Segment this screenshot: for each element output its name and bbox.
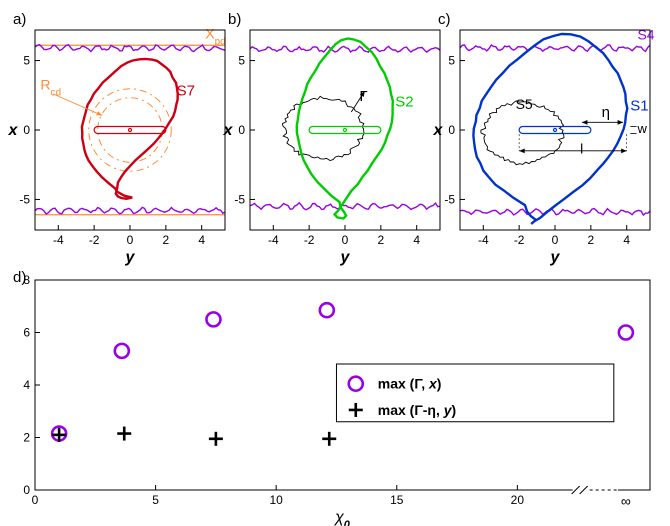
s5-label: S5	[516, 96, 533, 112]
axis-label-y: y	[550, 249, 561, 266]
tick-label: 2	[163, 233, 170, 247]
tick-label: 0	[342, 233, 349, 247]
s4-label: S4	[637, 27, 654, 43]
tick-label: -2	[304, 233, 315, 247]
tick-label: 15	[390, 493, 404, 507]
tick-label: 4	[198, 233, 205, 247]
panel-label: b)	[228, 11, 241, 28]
legend-label: max (Γ-η, y)	[378, 402, 456, 418]
xpd-label: Xpd	[205, 25, 225, 47]
tick-label: 0	[32, 493, 39, 507]
inf-label: ∞	[621, 493, 631, 509]
tick-label: 5	[23, 54, 30, 68]
l-label: l	[580, 141, 583, 157]
w-label: w	[636, 121, 647, 136]
axis-label-x: x	[223, 122, 234, 139]
tick-label: -2	[514, 233, 525, 247]
rcd-label: Rcd	[40, 77, 61, 99]
tick-label: -4	[53, 233, 64, 247]
tick-label: -5	[444, 192, 455, 206]
tick-label: 4	[413, 233, 420, 247]
tick-label: 0	[448, 123, 455, 137]
tick-label: 0	[552, 233, 559, 247]
axis-label-y: y	[125, 249, 136, 266]
tick-label: 4	[23, 378, 30, 392]
axis-label-y: y	[340, 249, 351, 266]
data-point-circle	[206, 312, 220, 326]
axis-label-x: x	[8, 122, 19, 139]
tick-label: -2	[89, 233, 100, 247]
panel-label: c)	[438, 11, 451, 28]
tick-label: 5	[238, 54, 245, 68]
s2-label: S2	[395, 93, 413, 110]
data-point-circle	[320, 303, 334, 317]
tick-label: 0	[127, 233, 134, 247]
tick-label: 0	[238, 123, 245, 137]
tick-label: 2	[588, 233, 595, 247]
tick-label: 10	[269, 493, 283, 507]
s7-label: S7	[177, 82, 195, 99]
panel-label: a)	[13, 11, 26, 28]
tick-label: 0	[23, 123, 30, 137]
s1-label: S1	[630, 98, 648, 115]
tick-label: 5	[448, 54, 455, 68]
tick-label: 2	[378, 233, 385, 247]
eta-label: η	[602, 104, 610, 121]
tick-label: 2	[23, 431, 30, 445]
tick-label: 5	[152, 493, 159, 507]
data-point-circle	[115, 344, 129, 358]
axis-label-chi: χ0	[333, 509, 351, 526]
tick-label: -5	[19, 192, 30, 206]
tick-label: -4	[478, 233, 489, 247]
tick-label: -4	[268, 233, 279, 247]
gamma-label: Γ	[359, 88, 367, 105]
contour-s1	[473, 34, 627, 224]
tick-label: 20	[511, 493, 525, 507]
data-point-circle	[619, 326, 633, 340]
panel-label: d)	[13, 269, 26, 286]
tick-label: -5	[234, 192, 245, 206]
tick-label: 6	[23, 326, 30, 340]
legend-label: max (Γ, x)	[378, 376, 442, 392]
axis-label-x: x	[433, 122, 444, 139]
tick-label: 0	[23, 483, 30, 497]
tick-label: 4	[623, 233, 630, 247]
